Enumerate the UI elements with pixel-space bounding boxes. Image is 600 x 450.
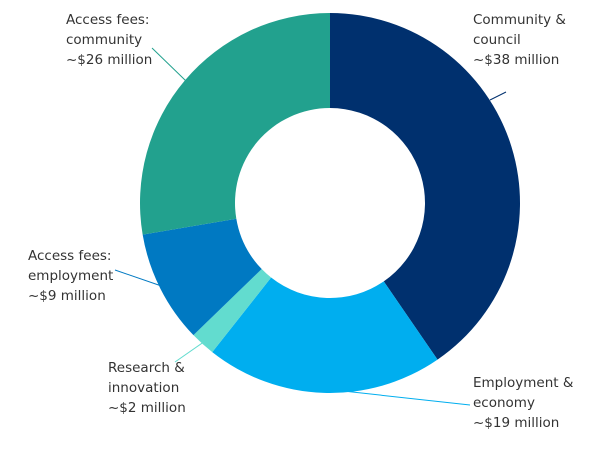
value-label: ~$26 million	[66, 52, 153, 68]
category-label: Access fees: community	[66, 12, 150, 48]
category-label: Access fees: employment	[28, 248, 114, 284]
category-label: Research & innovation	[108, 360, 185, 396]
leader-line	[489, 91, 507, 101]
slice-label: Access fees: community ~$26 million	[66, 10, 174, 70]
value-label: ~$19 million	[473, 415, 560, 431]
donut-slice	[330, 13, 520, 360]
donut-slice	[193, 269, 272, 353]
slice-label: Research & innovation ~$2 million	[108, 358, 216, 418]
slice-label: Community & council ~$38 million	[473, 10, 581, 70]
category-label: Community & council	[473, 12, 566, 48]
slice-label: Access fees: employment ~$9 million	[28, 246, 136, 306]
donut-slice	[142, 218, 262, 336]
value-label: ~$9 million	[28, 288, 106, 304]
slice-label: Employment & economy ~$19 million	[473, 373, 581, 433]
leader-line	[323, 388, 471, 406]
donut-slice	[139, 13, 330, 235]
leader-line	[151, 47, 189, 84]
donut-slice	[212, 277, 438, 393]
leader-line	[114, 269, 165, 288]
category-label: Employment & economy	[473, 375, 574, 411]
leader-line	[174, 340, 206, 363]
value-label: ~$38 million	[473, 52, 560, 68]
value-label: ~$2 million	[108, 400, 186, 416]
